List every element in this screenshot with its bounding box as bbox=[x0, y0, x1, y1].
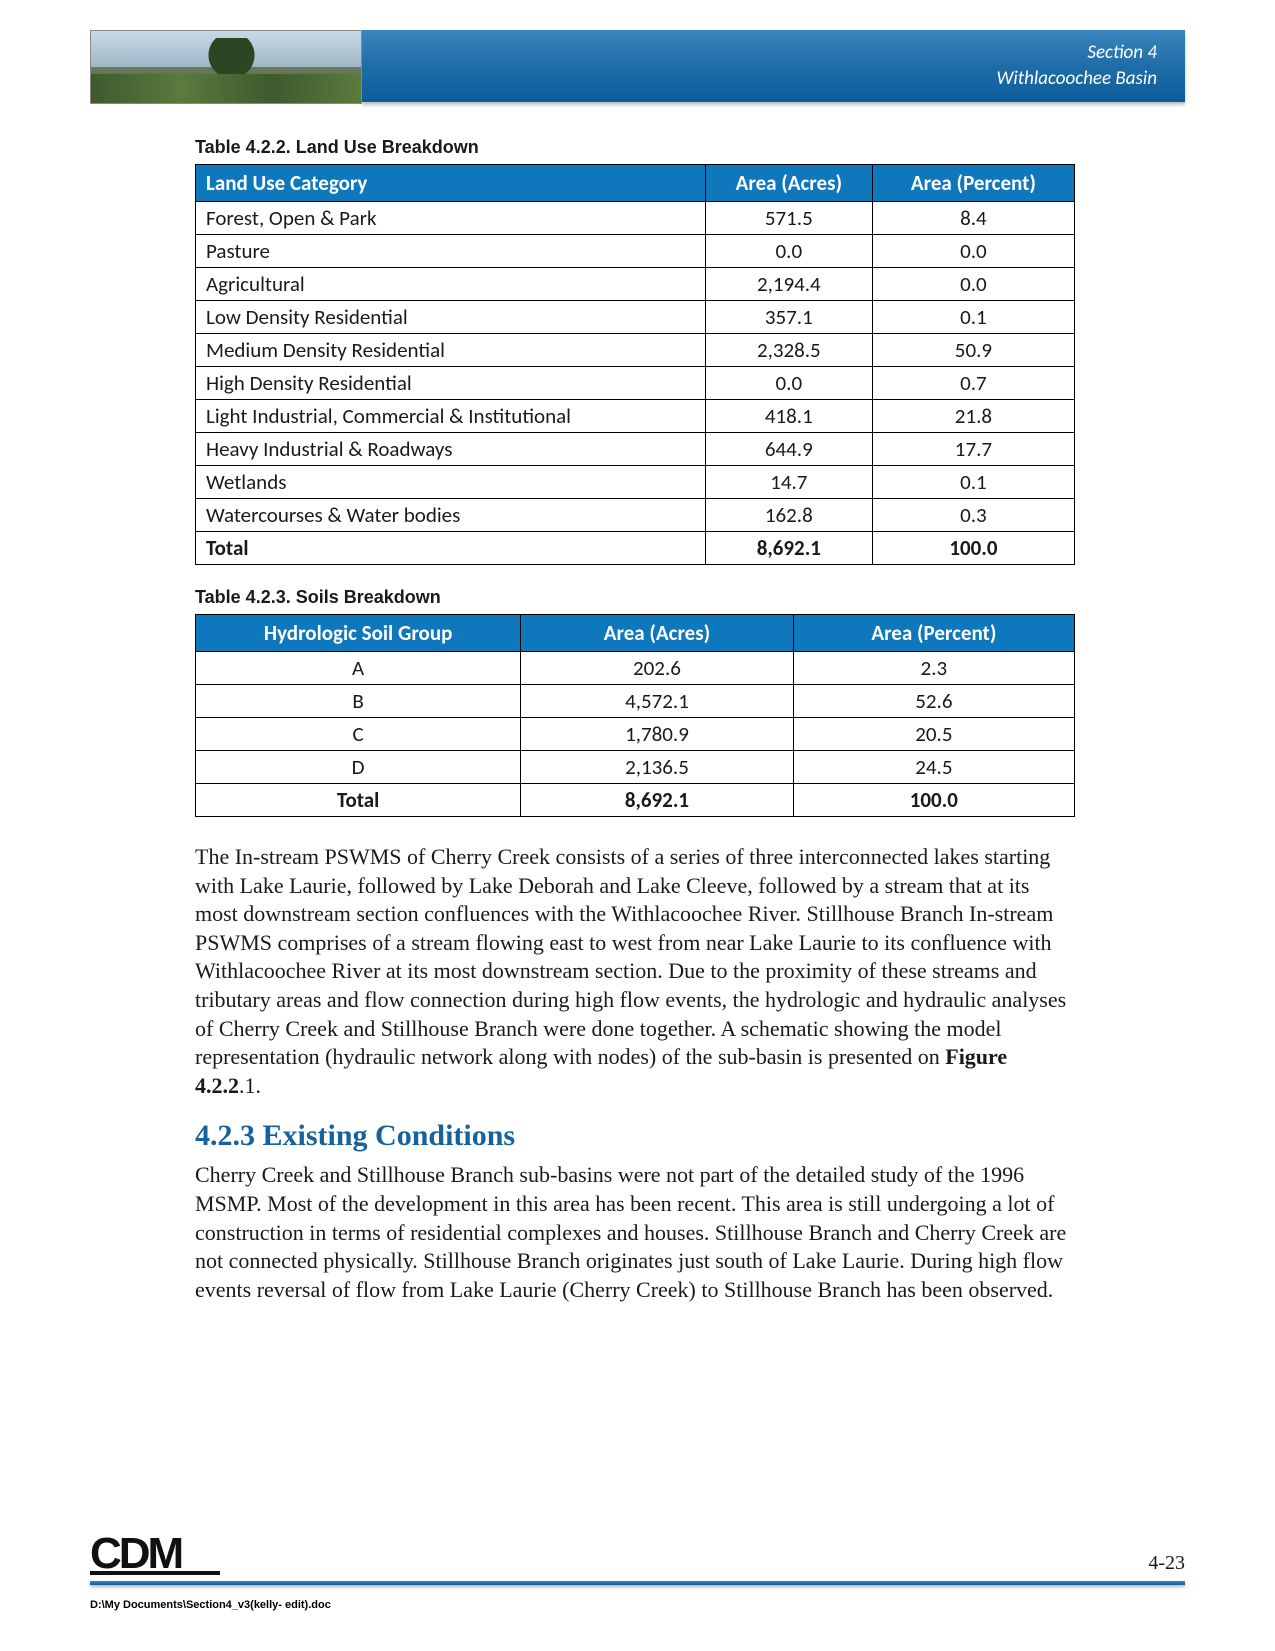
document-path: D:\My Documents\Section4_v3(kelly- edit)… bbox=[90, 1599, 1185, 1611]
table1-caption: Table 4.2.2. Land Use Breakdown bbox=[195, 137, 1075, 158]
logo-text: CDM bbox=[90, 1529, 181, 1578]
table-total-cell: Total bbox=[196, 784, 521, 817]
table-cell: 50.9 bbox=[872, 334, 1074, 367]
section-heading: 4.2.3 Existing Conditions bbox=[195, 1116, 1075, 1155]
table-cell: Medium Density Residential bbox=[196, 334, 706, 367]
table-cell: 8.4 bbox=[872, 202, 1074, 235]
table-row: Low Density Residential357.10.1 bbox=[196, 301, 1075, 334]
page-number: 4-23 bbox=[1148, 1552, 1185, 1575]
table-cell: Pasture bbox=[196, 235, 706, 268]
table-cell: 202.6 bbox=[521, 652, 793, 685]
table-cell: 418.1 bbox=[705, 400, 872, 433]
table-cell: 14.7 bbox=[705, 466, 872, 499]
column-header: Land Use Category bbox=[196, 165, 706, 202]
table-total-cell: 100.0 bbox=[793, 784, 1074, 817]
table-cell: 2.3 bbox=[793, 652, 1074, 685]
table-cell: D bbox=[196, 751, 521, 784]
header-banner: Section 4 Withlacoochee Basin bbox=[90, 30, 1185, 102]
table-row: Pasture0.00.0 bbox=[196, 235, 1075, 268]
logo: CDM bbox=[90, 1534, 220, 1575]
table-cell: 0.1 bbox=[872, 466, 1074, 499]
table-row: A202.62.3 bbox=[196, 652, 1075, 685]
header-basin-line: Withlacoochee Basin bbox=[362, 66, 1157, 92]
table-row: High Density Residential0.00.7 bbox=[196, 367, 1075, 400]
table-total-cell: 100.0 bbox=[872, 532, 1074, 565]
table-row: D2,136.524.5 bbox=[196, 751, 1075, 784]
table-cell: 1,780.9 bbox=[521, 718, 793, 751]
table-row: C1,780.920.5 bbox=[196, 718, 1075, 751]
table-row: Agricultural2,194.40.0 bbox=[196, 268, 1075, 301]
table-cell: 0.7 bbox=[872, 367, 1074, 400]
footer: CDM 4-23 D:\My Documents\Section4_v3(kel… bbox=[90, 1534, 1185, 1611]
paragraph-1-post: .1. bbox=[239, 1073, 261, 1098]
column-header: Hydrologic Soil Group bbox=[196, 615, 521, 652]
table-cell: 571.5 bbox=[705, 202, 872, 235]
table-cell: 2,136.5 bbox=[521, 751, 793, 784]
table-cell: 0.0 bbox=[705, 235, 872, 268]
table-total-row: Total8,692.1100.0 bbox=[196, 532, 1075, 565]
table-row: B4,572.152.6 bbox=[196, 685, 1075, 718]
table-cell: Forest, Open & Park bbox=[196, 202, 706, 235]
page: Section 4 Withlacoochee Basin Table 4.2.… bbox=[0, 0, 1275, 1651]
table-cell: Wetlands bbox=[196, 466, 706, 499]
table-cell: 24.5 bbox=[793, 751, 1074, 784]
table-cell: A bbox=[196, 652, 521, 685]
table-row: Heavy Industrial & Roadways644.917.7 bbox=[196, 433, 1075, 466]
paragraph-2: Cherry Creek and Stillhouse Branch sub-b… bbox=[195, 1161, 1075, 1304]
header-title-bar: Section 4 Withlacoochee Basin bbox=[362, 30, 1185, 102]
table-cell: 357.1 bbox=[705, 301, 872, 334]
table-cell: 21.8 bbox=[872, 400, 1074, 433]
column-header: Area (Percent) bbox=[872, 165, 1074, 202]
content-area: Table 4.2.2. Land Use Breakdown Land Use… bbox=[195, 137, 1075, 1304]
table-cell: High Density Residential bbox=[196, 367, 706, 400]
land-use-table: Land Use CategoryArea (Acres)Area (Perce… bbox=[195, 164, 1075, 565]
table-cell: 2,194.4 bbox=[705, 268, 872, 301]
table-cell: 644.9 bbox=[705, 433, 872, 466]
footer-rule bbox=[90, 1581, 1185, 1585]
table-row: Light Industrial, Commercial & Instituti… bbox=[196, 400, 1075, 433]
table-row: Forest, Open & Park571.58.4 bbox=[196, 202, 1075, 235]
table-row: Medium Density Residential2,328.550.9 bbox=[196, 334, 1075, 367]
table-cell: 2,328.5 bbox=[705, 334, 872, 367]
table-total-cell: 8,692.1 bbox=[521, 784, 793, 817]
table-cell: C bbox=[196, 718, 521, 751]
column-header: Area (Acres) bbox=[705, 165, 872, 202]
column-header: Area (Percent) bbox=[793, 615, 1074, 652]
table-cell: 52.6 bbox=[793, 685, 1074, 718]
table-cell: Watercourses & Water bodies bbox=[196, 499, 706, 532]
table-cell: 0.0 bbox=[872, 235, 1074, 268]
table-cell: 17.7 bbox=[872, 433, 1074, 466]
table-row: Wetlands14.70.1 bbox=[196, 466, 1075, 499]
paragraph-1: The In-stream PSWMS of Cherry Creek cons… bbox=[195, 843, 1075, 1100]
table-cell: B bbox=[196, 685, 521, 718]
table-cell: 162.8 bbox=[705, 499, 872, 532]
header-photo-placeholder bbox=[90, 30, 362, 104]
table2-caption: Table 4.2.3. Soils Breakdown bbox=[195, 587, 1075, 608]
soils-table: Hydrologic Soil GroupArea (Acres)Area (P… bbox=[195, 614, 1075, 817]
table-total-cell: 8,692.1 bbox=[705, 532, 872, 565]
body-text: The In-stream PSWMS of Cherry Creek cons… bbox=[195, 843, 1075, 1304]
table-cell: Low Density Residential bbox=[196, 301, 706, 334]
table-cell: Heavy Industrial & Roadways bbox=[196, 433, 706, 466]
table-cell: 0.3 bbox=[872, 499, 1074, 532]
column-header: Area (Acres) bbox=[521, 615, 793, 652]
table-row: Watercourses & Water bodies162.80.3 bbox=[196, 499, 1075, 532]
table-cell: Agricultural bbox=[196, 268, 706, 301]
table-total-row: Total8,692.1100.0 bbox=[196, 784, 1075, 817]
table-cell: 0.0 bbox=[705, 367, 872, 400]
table-total-cell: Total bbox=[196, 532, 706, 565]
header-section-line: Section 4 bbox=[362, 40, 1157, 66]
table-cell: 0.0 bbox=[872, 268, 1074, 301]
table-cell: 20.5 bbox=[793, 718, 1074, 751]
table-cell: 0.1 bbox=[872, 301, 1074, 334]
table-cell: 4,572.1 bbox=[521, 685, 793, 718]
paragraph-1-pre: The In-stream PSWMS of Cherry Creek cons… bbox=[195, 844, 1066, 1069]
table-cell: Light Industrial, Commercial & Instituti… bbox=[196, 400, 706, 433]
footer-row: CDM 4-23 bbox=[90, 1534, 1185, 1575]
